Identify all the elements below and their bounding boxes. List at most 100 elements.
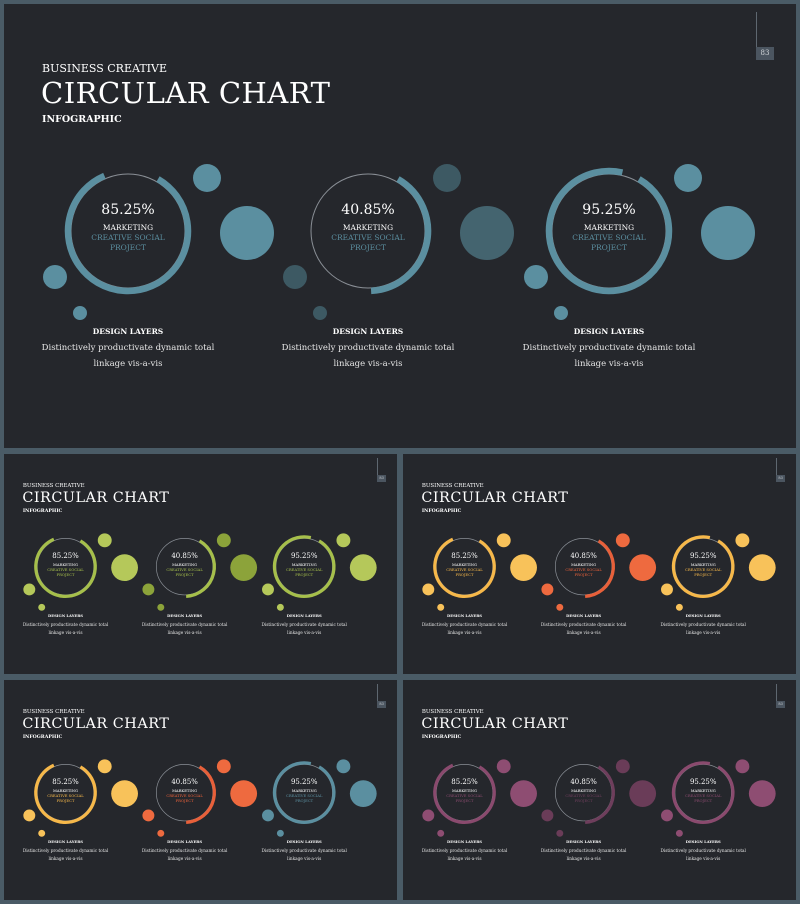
bubble-medium-left	[262, 583, 274, 596]
page-number: 83	[377, 701, 387, 708]
bubble-small-top	[496, 533, 511, 548]
chart-percent: 40.85%	[171, 778, 198, 787]
bubble-tiny	[276, 603, 284, 611]
slide-subtitle: BUSINESS CREATIVE	[42, 62, 167, 75]
chart-project-line1: CREATIVE SOCIAL	[565, 793, 602, 798]
slide-subtitle: BUSINESS CREATIVE	[22, 708, 85, 715]
chart-project-line2: PROJECT	[56, 572, 75, 577]
bubble-medium-left	[661, 809, 673, 822]
chart-label: DESIGN LAYERS	[167, 614, 203, 619]
bubble-tiny	[437, 603, 445, 611]
progress-arc	[585, 765, 615, 824]
chart-label: DESIGN LAYERS	[92, 327, 164, 336]
chart-description-line2: linkage vis-a-vis	[574, 359, 644, 369]
chart-description-line2: linkage vis-a-vis	[447, 856, 482, 862]
chart-project-line1: CREATIVE SOCIAL	[684, 793, 722, 798]
chart-project-line2: PROJECT	[590, 243, 628, 252]
slide-tagline: INFOGRAPHIC	[42, 114, 122, 125]
slide-subtitle: BUSINESS CREATIVE	[421, 708, 484, 715]
bubble-tiny	[38, 829, 46, 837]
chart-description-line1: Distinctively productivate dynamic total	[41, 343, 215, 353]
bubble-small-top	[193, 164, 221, 192]
slide-subtitle: BUSINESS CREATIVE	[22, 482, 85, 489]
bubble-small-top	[216, 759, 231, 774]
chart-description-line2: linkage vis-a-vis	[287, 856, 322, 862]
chart-category: MARKETING	[690, 562, 716, 567]
chart-description-line1: Distinctively productivate dynamic total	[522, 343, 696, 353]
bubble-medium-left	[541, 809, 554, 822]
chart-description-line1: Distinctively productivate dynamic total	[540, 848, 627, 854]
slide-title: CIRCULAR CHART	[22, 489, 170, 506]
chart-description-line1: Distinctively productivate dynamic total	[22, 848, 109, 854]
bubble-medium-left	[283, 265, 307, 289]
chart-category: MARKETING	[172, 788, 198, 793]
bubble-small-top	[97, 759, 112, 774]
progress-arc	[433, 537, 496, 598]
chart-project-line1: CREATIVE SOCIAL	[91, 233, 165, 242]
bubble-tiny	[554, 306, 568, 320]
bubble-medium-left	[541, 583, 554, 596]
slide-purple: BUSINESS CREATIVE CIRCULAR CHART INFOGRAPH…	[403, 680, 796, 900]
bubble-tiny	[313, 306, 327, 320]
bubble-medium-left	[422, 809, 435, 822]
slide-orange: BUSINESS CREATIVE CIRCULAR CHART INFOGRAPH…	[403, 454, 796, 674]
chart-label: DESIGN LAYERS	[286, 614, 322, 619]
chart-project-line1: CREATIVE SOCIAL	[47, 793, 84, 798]
chart-percent: 40.85%	[570, 778, 597, 787]
chart-category: MARKETING	[452, 562, 477, 567]
chart-label: DESIGN LAYERS	[332, 327, 404, 336]
chart-description-line2: linkage vis-a-vis	[48, 856, 83, 862]
chart-label: DESIGN LAYERS	[447, 840, 482, 845]
bubble-small-top	[615, 533, 630, 548]
chart-category: MARKETING	[172, 562, 198, 567]
bubble-small-top	[674, 164, 702, 192]
bubble-small-top	[735, 759, 750, 774]
chart-category: MARKETING	[291, 562, 317, 567]
bubble-medium-left	[661, 583, 673, 596]
bubble-small-top	[97, 533, 112, 548]
slide-tagline: INFOGRAPHIC	[421, 508, 462, 514]
chart-percent: 95.25%	[689, 778, 717, 787]
chart-category: MARKETING	[583, 223, 635, 232]
page-number: 83	[776, 475, 786, 482]
chart-project-line1: CREATIVE SOCIAL	[285, 567, 323, 572]
slide-green: BUSINESS CREATIVE CIRCULAR CHART INFOGRAPH…	[4, 454, 397, 674]
chart-label: DESIGN LAYERS	[447, 614, 482, 619]
chart-label: DESIGN LAYERS	[48, 614, 83, 619]
chart-category: MARKETING	[102, 223, 154, 232]
chart-percent: 40.85%	[341, 202, 395, 218]
chart-description-line2: linkage vis-a-vis	[93, 359, 163, 369]
chart-description-line1: Distinctively productivate dynamic total	[261, 848, 347, 854]
chart-description-line1: Distinctively productivate dynamic total	[281, 343, 455, 353]
chart-percent: 95.25%	[689, 552, 717, 561]
progress-arc	[272, 535, 336, 598]
page-divider-line	[756, 12, 757, 56]
chart-description-line2: linkage vis-a-vis	[333, 359, 403, 369]
chart-project-line2: PROJECT	[109, 243, 147, 252]
chart-project-line2: PROJECT	[694, 798, 713, 803]
chart-graphics	[23, 533, 377, 611]
progress-arc	[433, 763, 496, 824]
chart-project-line1: CREATIVE SOCIAL	[565, 567, 602, 572]
progress-arc	[186, 539, 216, 598]
page-divider-line	[377, 457, 379, 480]
bubble-large	[748, 780, 776, 808]
progress-arc	[370, 176, 432, 295]
chart-percent: 95.25%	[290, 778, 318, 787]
chart-project-line1: CREATIVE SOCIAL	[285, 793, 323, 798]
chart-project-line2: PROJECT	[175, 798, 194, 803]
chart-category: MARKETING	[571, 562, 597, 567]
chart-description-line2: linkage vis-a-vis	[167, 856, 202, 862]
chart-label: DESIGN LAYERS	[167, 840, 203, 845]
bubble-small-top	[615, 759, 630, 774]
chart-project-line1: CREATIVE SOCIAL	[166, 793, 203, 798]
slide-title: CIRCULAR CHART	[421, 489, 569, 506]
page-number: 83	[776, 701, 786, 708]
chart-description-line1: Distinctively productivate dynamic total	[421, 848, 508, 854]
slide-mixed: BUSINESS CREATIVE CIRCULAR CHART INFOGRAPH…	[4, 680, 397, 900]
chart-label: DESIGN LAYERS	[286, 840, 322, 845]
bubble-large	[629, 554, 657, 582]
chart-project-line2: PROJECT	[574, 798, 593, 803]
bubble-medium-left	[142, 583, 155, 596]
progress-arc	[64, 172, 192, 295]
